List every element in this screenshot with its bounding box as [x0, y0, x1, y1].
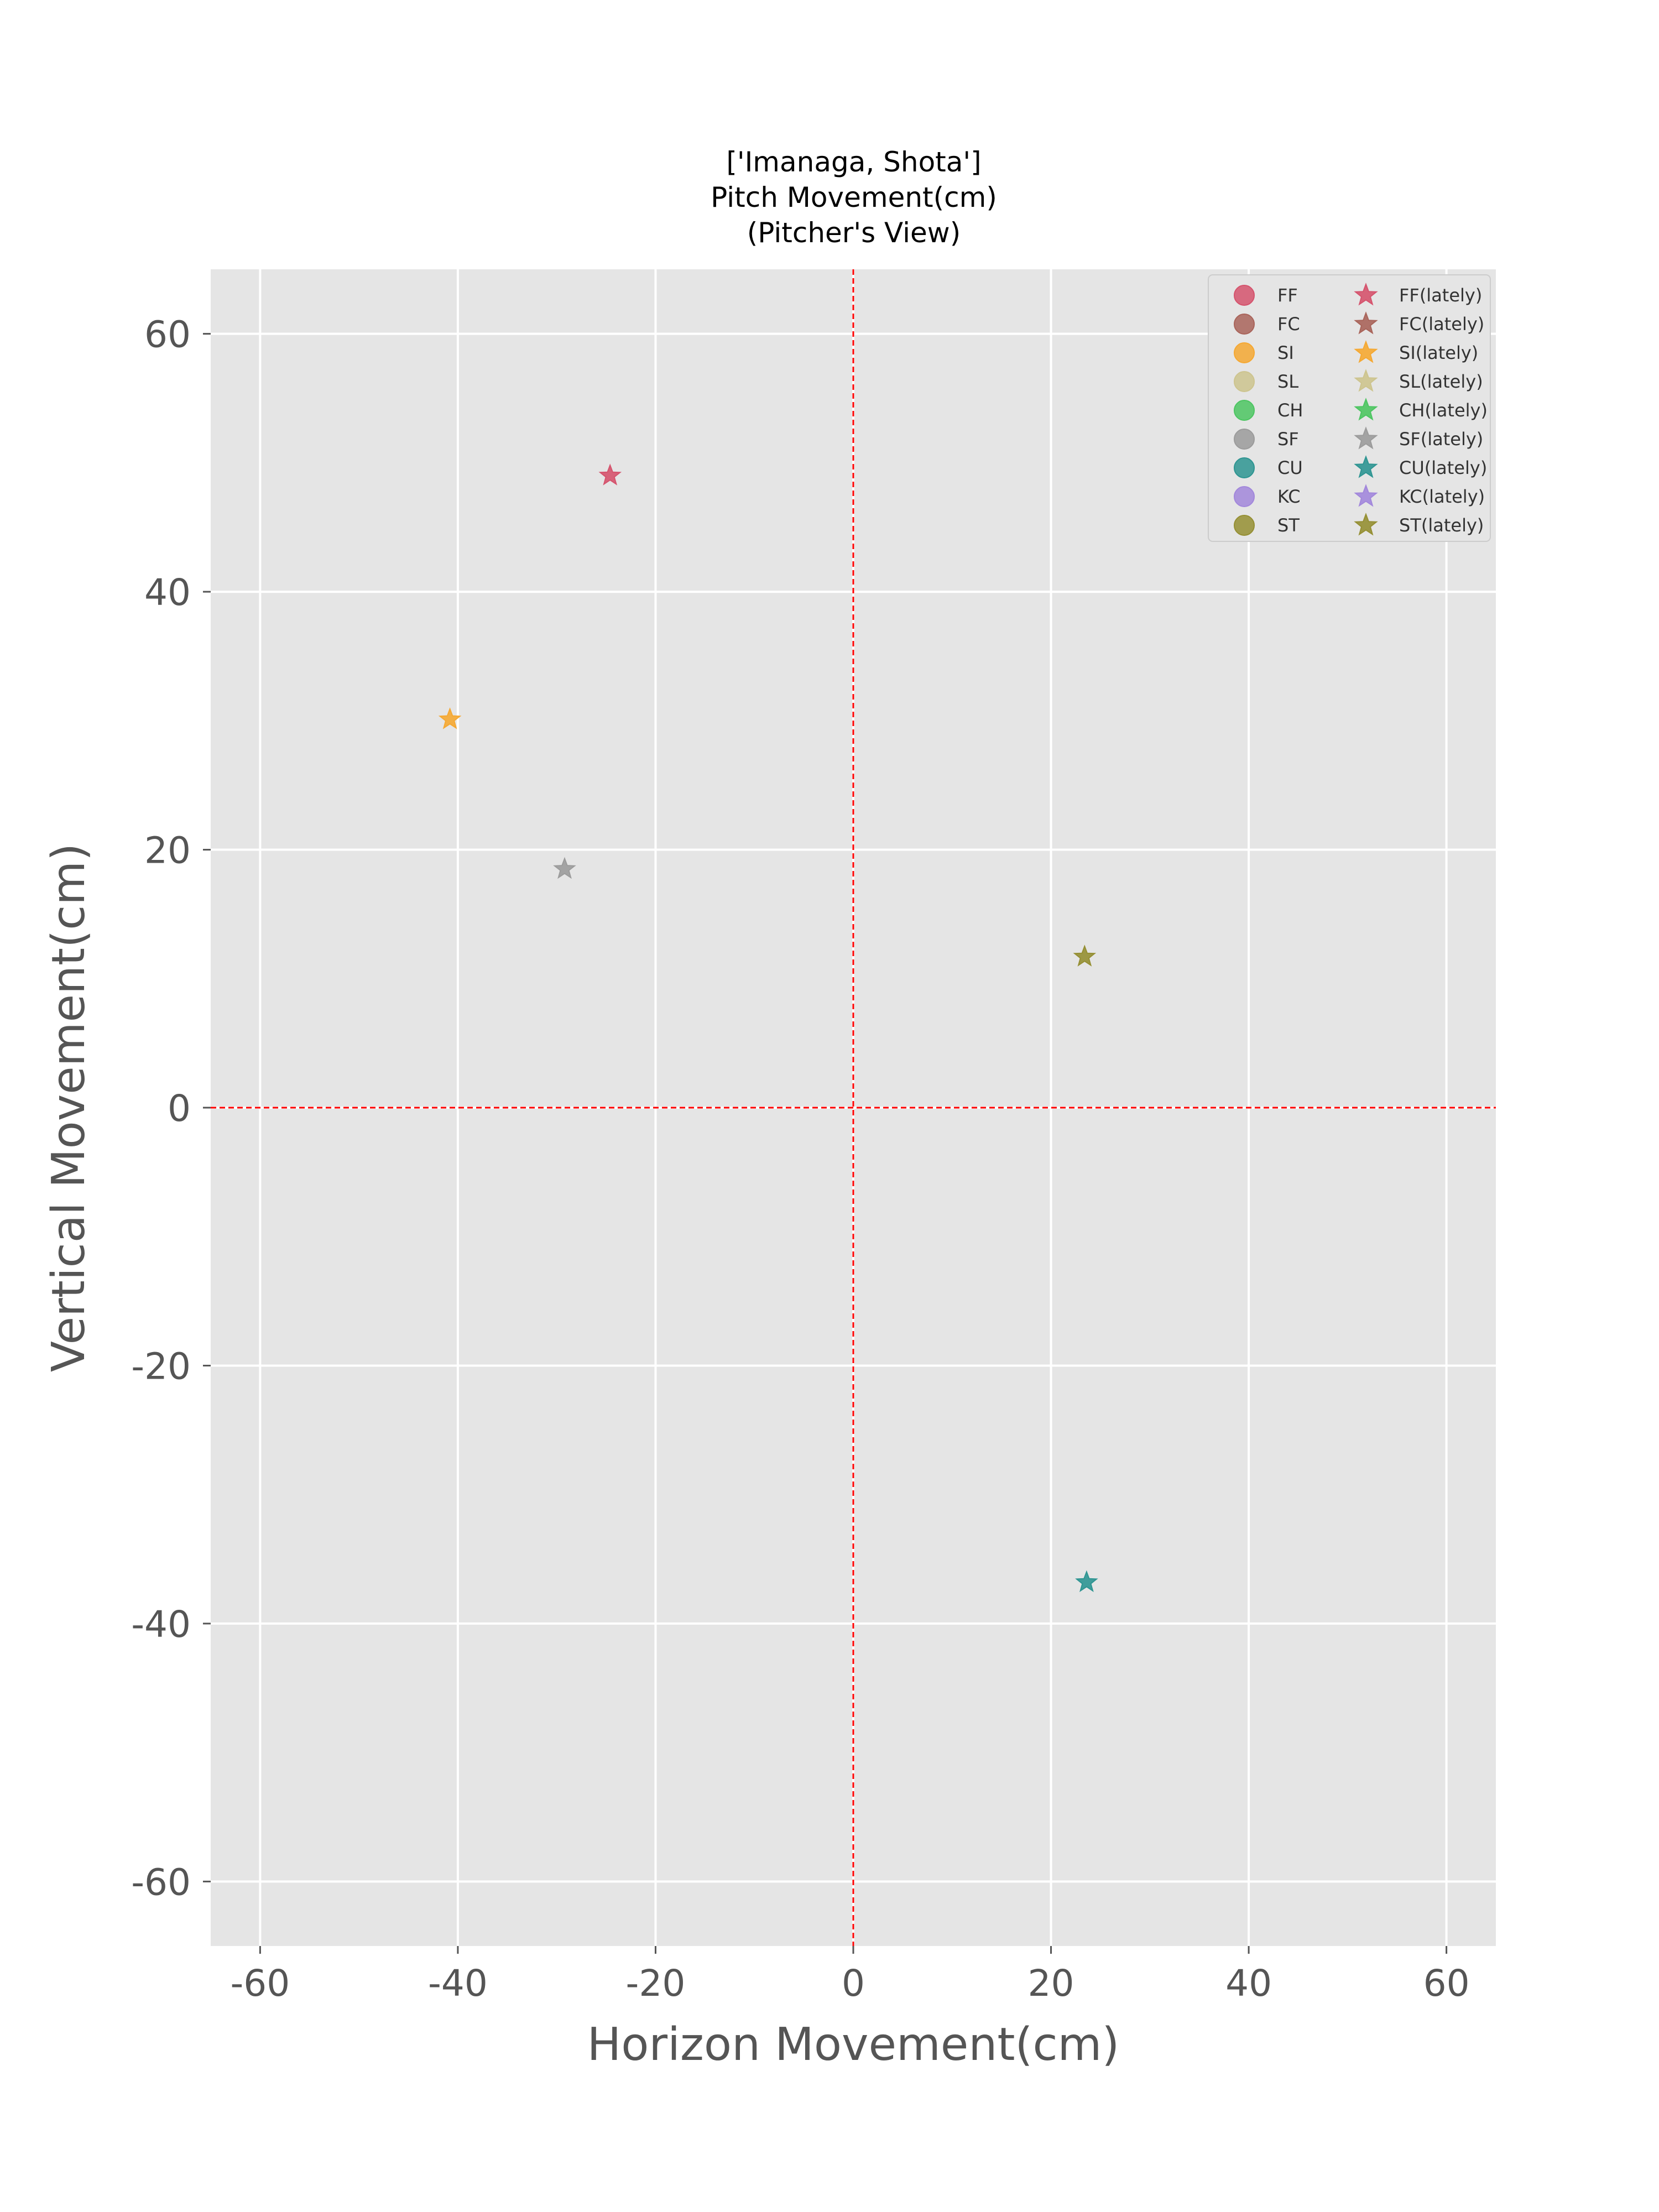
legend-marker-si-lately: [1354, 340, 1378, 363]
chart-title: ['Imanaga, Shota'] Pitch Movement(cm) (P…: [711, 146, 997, 249]
point-si-lately: [438, 707, 462, 729]
legend-label-cu-lately: CU(lately): [1399, 457, 1487, 478]
legend-label-fc-lately: FC(lately): [1399, 314, 1484, 335]
legend-marker-si: [1234, 342, 1255, 363]
legend-marker-ch: [1234, 400, 1255, 421]
legend-label-cu: CU: [1277, 457, 1303, 478]
point-cu-lately: [1075, 1570, 1098, 1593]
legend-label-kc: KC: [1277, 486, 1301, 507]
legend-marker-cu-lately: [1354, 455, 1378, 478]
legend-marker-fc: [1234, 314, 1255, 335]
y-tick-label: -60: [131, 1861, 191, 1903]
legend-label-ch-lately: CH(lately): [1399, 400, 1488, 421]
x-tick-label: 0: [842, 1962, 865, 2005]
legend-marker-sl: [1234, 371, 1255, 392]
legend-marker-cu: [1234, 457, 1255, 478]
data-points: [438, 463, 1098, 1593]
axis-ticks: -60 -40 -20 0 20 40 60 -60 -40 -20 0 20 40 60: [131, 314, 1469, 2005]
legend-label-ch: CH: [1277, 400, 1303, 421]
y-tick-label: 0: [168, 1087, 191, 1130]
legend: FF FC SI SL CH SF CU KC ST FF(lately) FC(lately) SI…: [1208, 274, 1491, 542]
legend-label-sf-lately: SF(lately): [1399, 429, 1483, 450]
legend-marker-ch-lately: [1354, 398, 1378, 421]
reference-lines: [211, 269, 1496, 1946]
legend-label-si: SI: [1277, 342, 1294, 363]
legend-marker-ff: [1234, 285, 1255, 306]
title-line-3: (Pitcher's View): [747, 217, 961, 249]
legend-marker-kc-lately: [1354, 484, 1378, 507]
y-tick-label: -20: [131, 1345, 191, 1387]
point-ff-lately: [598, 463, 622, 486]
legend-label-sl: SL: [1277, 371, 1298, 392]
legend-marker-st-lately: [1354, 513, 1378, 536]
title-line-1: ['Imanaga, Shota']: [726, 146, 981, 178]
legend-box: [1208, 274, 1491, 542]
legend-marker-sf-lately: [1354, 426, 1378, 450]
x-tick-label: -20: [626, 1962, 686, 2005]
legend-marker-sl-lately: [1354, 369, 1378, 392]
legend-marker-sf: [1234, 429, 1255, 450]
y-axis-label: Vertical Movement(cm): [43, 843, 95, 1372]
legend-label-si-lately: SI(lately): [1399, 342, 1478, 363]
legend-marker-kc: [1234, 486, 1255, 507]
legend-marker-ff-lately: [1354, 283, 1378, 306]
legend-marker-st: [1234, 515, 1255, 536]
title-line-2: Pitch Movement(cm): [711, 181, 997, 213]
y-tick-label: 40: [144, 571, 191, 614]
legend-label-ff-lately: FF(lately): [1399, 285, 1482, 306]
legend-label-kc-lately: KC(lately): [1399, 486, 1485, 507]
y-tick-label: -40: [131, 1603, 191, 1646]
x-tick-label: -40: [428, 1962, 488, 2005]
y-tick-label: 60: [144, 314, 191, 356]
point-st-lately: [1073, 945, 1097, 967]
legend-label-sf: SF: [1277, 429, 1299, 450]
x-tick-label: -60: [230, 1962, 290, 2005]
x-axis-label: Horizon Movement(cm): [587, 2018, 1120, 2071]
point-sf-lately: [553, 857, 576, 879]
legend-label-st-lately: ST(lately): [1399, 515, 1484, 536]
legend-label-sl-lately: SL(lately): [1399, 371, 1483, 392]
x-tick-label: 40: [1225, 1962, 1272, 2005]
legend-marker-fc-lately: [1354, 311, 1378, 335]
y-tick-label: 20: [144, 830, 191, 872]
x-tick-label: 20: [1028, 1962, 1074, 2005]
x-tick-label: 60: [1423, 1962, 1470, 2005]
legend-label-st: ST: [1277, 515, 1300, 536]
legend-label-ff: FF: [1277, 285, 1298, 306]
legend-label-fc: FC: [1277, 314, 1300, 335]
